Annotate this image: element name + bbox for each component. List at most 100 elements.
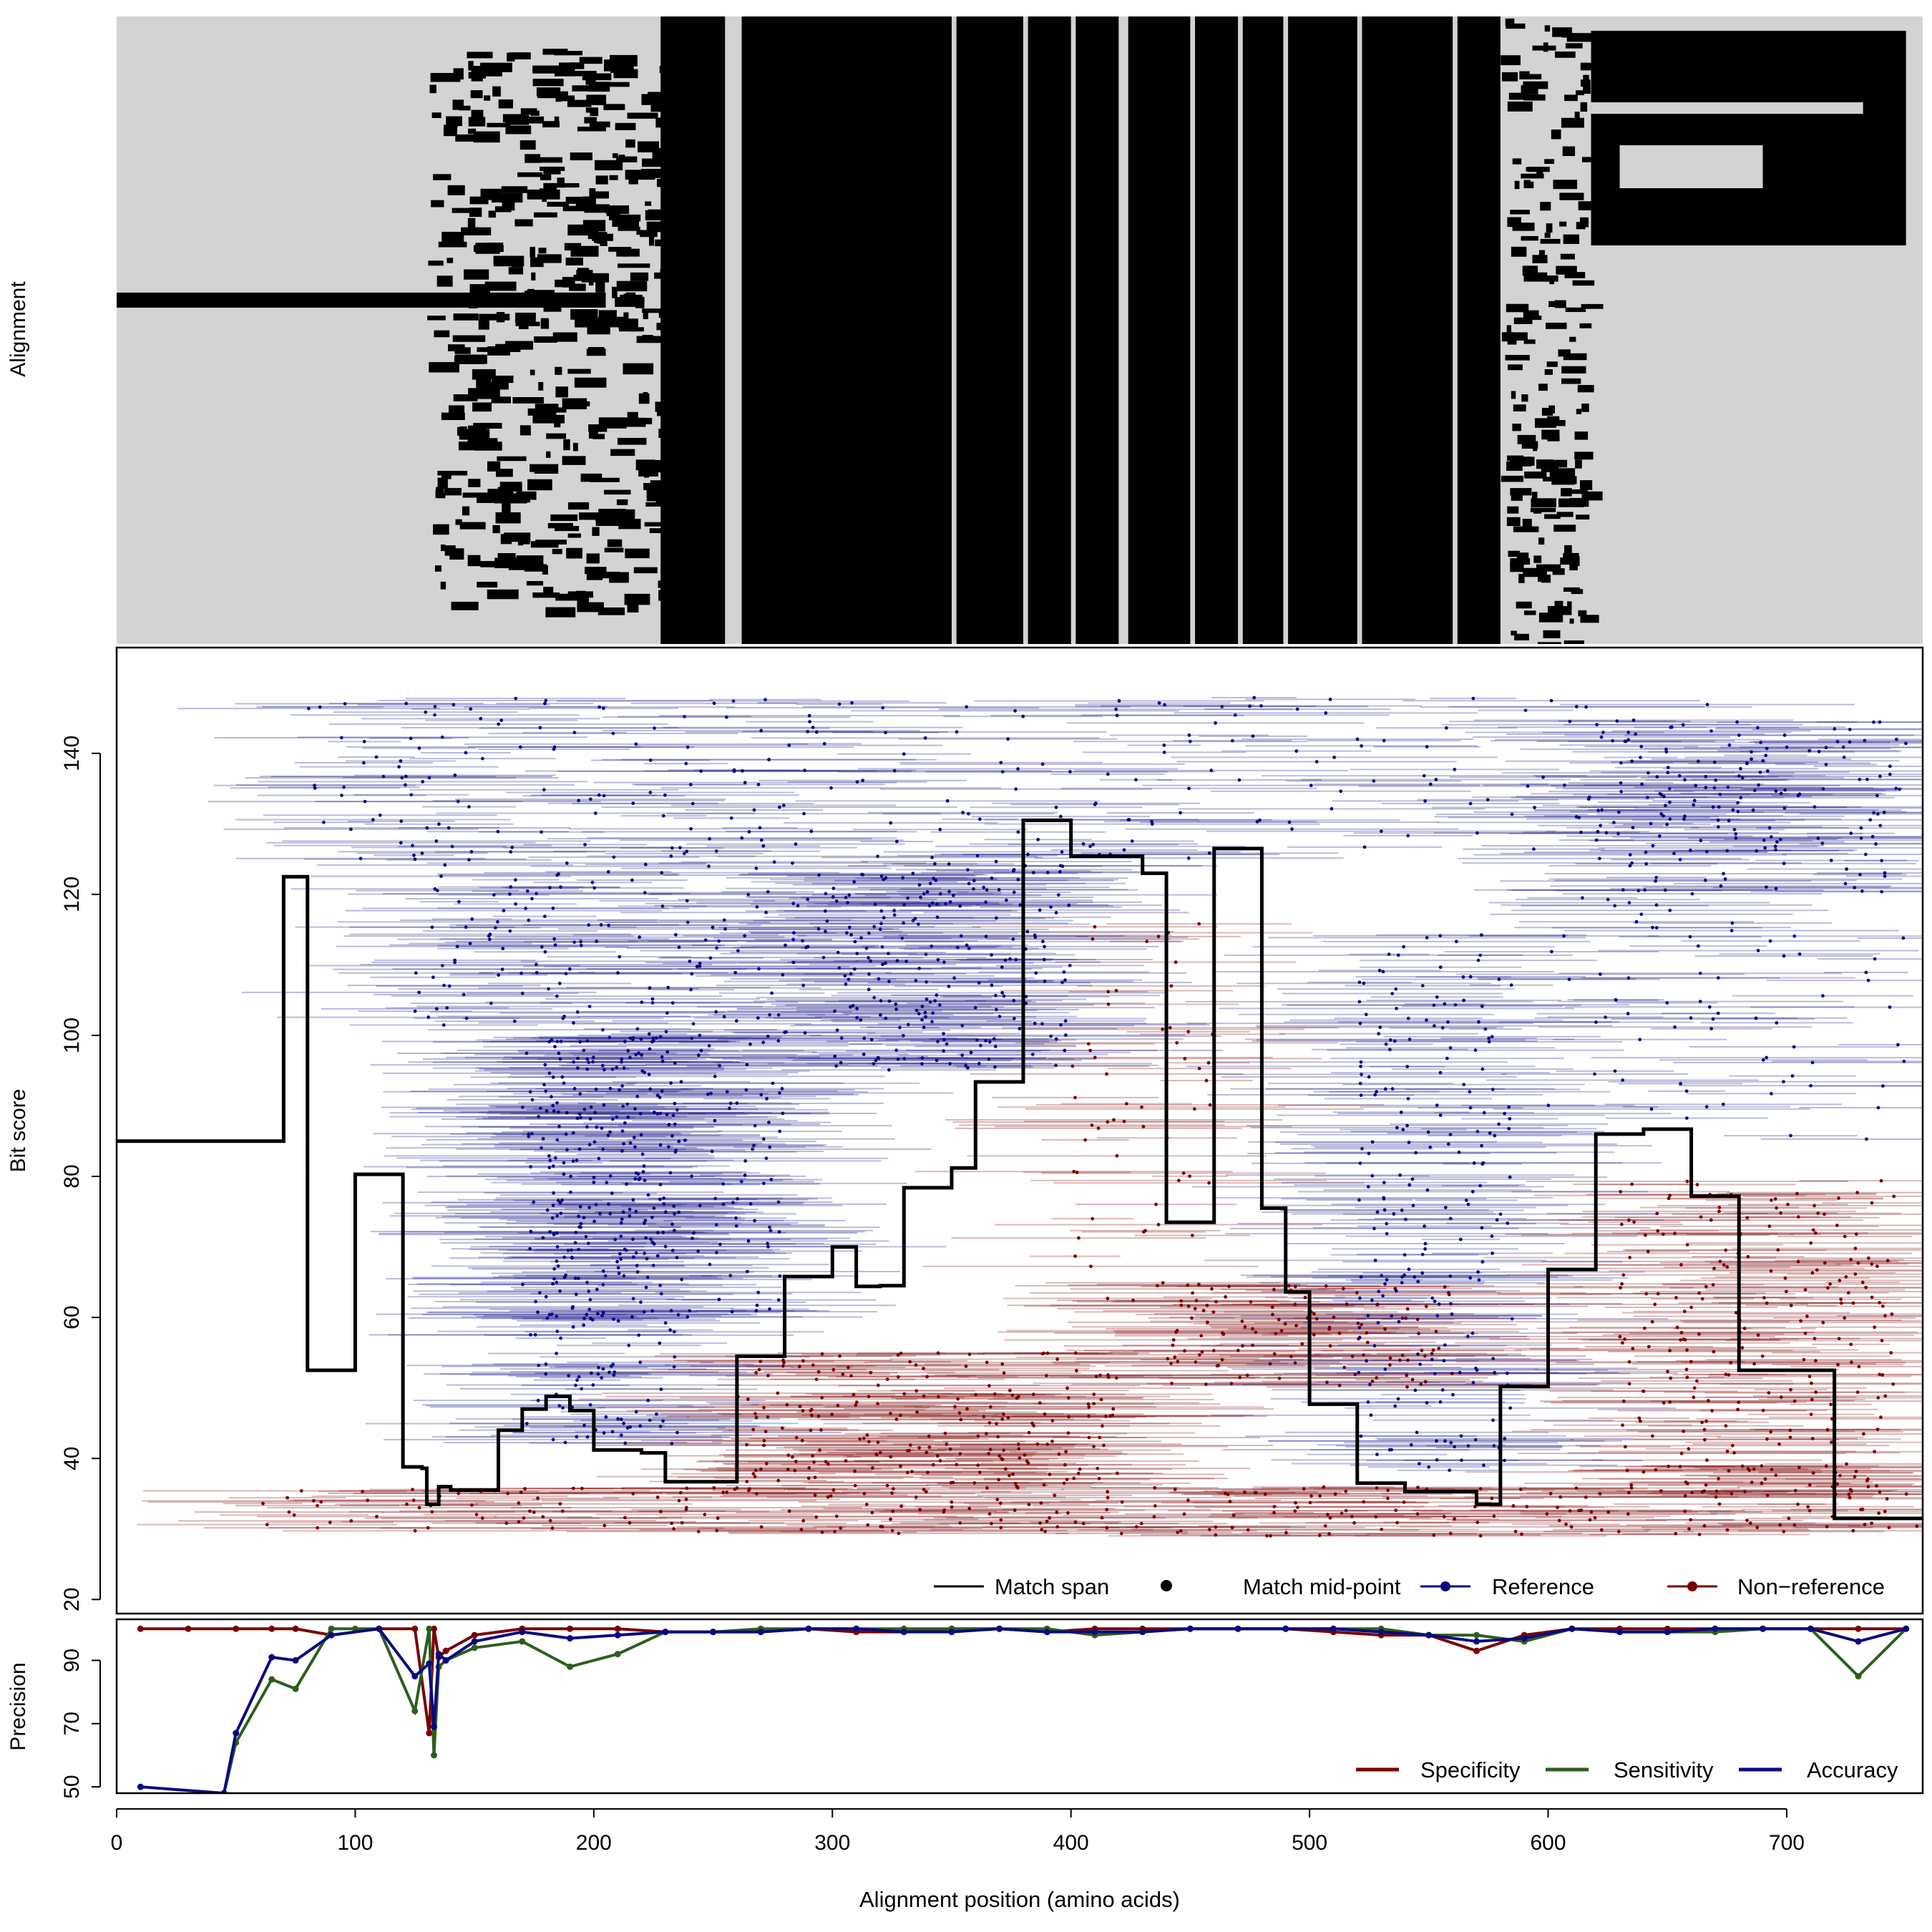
reference-match-midpoint [634,1251,638,1255]
non-reference-match-midpoint [1702,1489,1707,1493]
non-reference-match-midpoint [1215,1364,1219,1368]
reference-match-midpoint [497,722,501,726]
alignment-cell [604,489,631,495]
non-reference-match-midpoint [1344,1508,1348,1513]
non-reference-match-midpoint [1092,1392,1096,1396]
reference-match-midpoint [574,1383,577,1387]
non-reference-match-midpoint [1102,1443,1106,1448]
reference-match-midpoint [464,925,468,930]
non-reference-match-midpoint [1405,1385,1409,1389]
non-reference-match-midpoint [1448,1531,1453,1536]
reference-match-midpoint [807,713,811,718]
non-reference-match-midpoint [1857,1365,1861,1369]
alignment-cell [550,514,578,522]
reference-match-midpoint [1508,1406,1513,1410]
reference-match-midpoint [572,1087,577,1091]
non-reference-match-midpoint [1606,1510,1611,1514]
alignment-cell [441,231,464,243]
reference-match-midpoint [1375,1453,1379,1457]
reference-match-midpoint [487,937,492,942]
non-reference-match-midpoint [1031,1392,1035,1397]
non-reference-match-midpoint [1424,1304,1428,1309]
reference-match-midpoint [846,901,849,904]
reference-match-midpoint [822,742,826,746]
reference-match-midpoint [378,813,382,817]
reference-match-midpoint [643,891,647,894]
non-reference-match-midpoint [1170,1381,1174,1385]
non-reference-match-midpoint [1748,1521,1752,1525]
non-reference-match-midpoint [992,1392,997,1396]
alignment-cell [616,280,648,292]
alignment-cell [585,77,596,85]
reference-match-midpoint [924,1015,927,1019]
non-reference-match-midpoint [1074,1369,1078,1372]
reference-match-midpoint [450,844,454,849]
non-reference-match-midpoint [1836,1362,1840,1367]
non-reference-match-midpoint [1662,1401,1666,1405]
non-reference-match-midpoint [1091,937,1095,941]
reference-match-midpoint [867,972,871,976]
non-reference-match-midpoint [899,1464,902,1468]
non-reference-match-midpoint [1055,1357,1060,1361]
reference-match-midpoint [794,842,798,847]
non-reference-match-midpoint [1112,1118,1116,1122]
non-reference-match-midpoint [812,1460,816,1464]
reference-match-midpoint [707,864,711,868]
reference-match-midpoint [404,701,409,706]
reference-match-midpoint [677,945,681,950]
reference-match-midpoint [587,1307,592,1312]
alignment-cell [1546,361,1558,367]
reference-match-midpoint [1381,1294,1385,1298]
non-reference-match-midpoint [1750,1480,1754,1485]
reference-match-midpoint [538,1106,542,1111]
non-reference-match-midpoint [1727,1372,1731,1377]
alignment-cell [509,299,524,305]
reference-match-midpoint [520,991,525,995]
non-reference-match-midpoint [1626,1512,1630,1516]
alignment-cell [1510,488,1532,496]
reference-match-midpoint [439,874,443,878]
non-reference-match-midpoint [1599,1528,1604,1532]
alignment-cell [636,336,663,343]
alignment-cell [652,147,669,159]
alignment-cell [1512,424,1521,431]
reference-match-midpoint [723,927,727,931]
reference-match-midpoint [553,943,557,947]
alignment-cell [530,157,563,163]
non-reference-match-midpoint [685,1486,689,1491]
non-reference-match-midpoint [366,1498,370,1503]
non-reference-match-midpoint [1340,1511,1344,1516]
non-reference-match-midpoint [1745,1518,1749,1523]
non-reference-match-midpoint [1386,1496,1390,1501]
non-reference-match-midpoint [319,1500,323,1504]
reference-match-midpoint [896,1057,900,1061]
reference-match-midpoint [1737,774,1741,778]
non-reference-match-midpoint [1706,1399,1710,1402]
non-reference-match-midpoint [1838,1279,1842,1282]
reference-match-midpoint [565,1111,569,1115]
non-reference-match-midpoint [780,1426,784,1430]
alignment-cell [652,170,675,178]
reference-match-midpoint [1438,965,1443,970]
non-reference-match-midpoint [1197,1352,1201,1357]
reference-match-midpoint [1114,707,1118,711]
non-reference-match-midpoint [1106,1490,1110,1494]
reference-match-midpoint [743,934,747,938]
reference-match-midpoint [582,1216,586,1220]
reference-match-midpoint [670,846,674,850]
reference-match-midpoint [787,743,791,747]
reference-match-midpoint [1473,1048,1478,1053]
non-reference-match-midpoint [1620,1341,1624,1345]
non-reference-match-midpoint [999,1518,1003,1522]
reference-match-midpoint [1364,1013,1368,1017]
alignment-cell [1556,643,1563,644]
non-reference-match-midpoint [1855,1390,1860,1395]
non-reference-match-midpoint [1883,1394,1888,1398]
reference-match-midpoint [1006,737,1010,741]
alignment-cell [1513,317,1533,324]
reference-match-midpoint [1012,1017,1016,1020]
alignment-cell [508,267,524,275]
non-reference-match-midpoint [1204,1382,1208,1386]
non-reference-match-midpoint [1303,1295,1307,1299]
